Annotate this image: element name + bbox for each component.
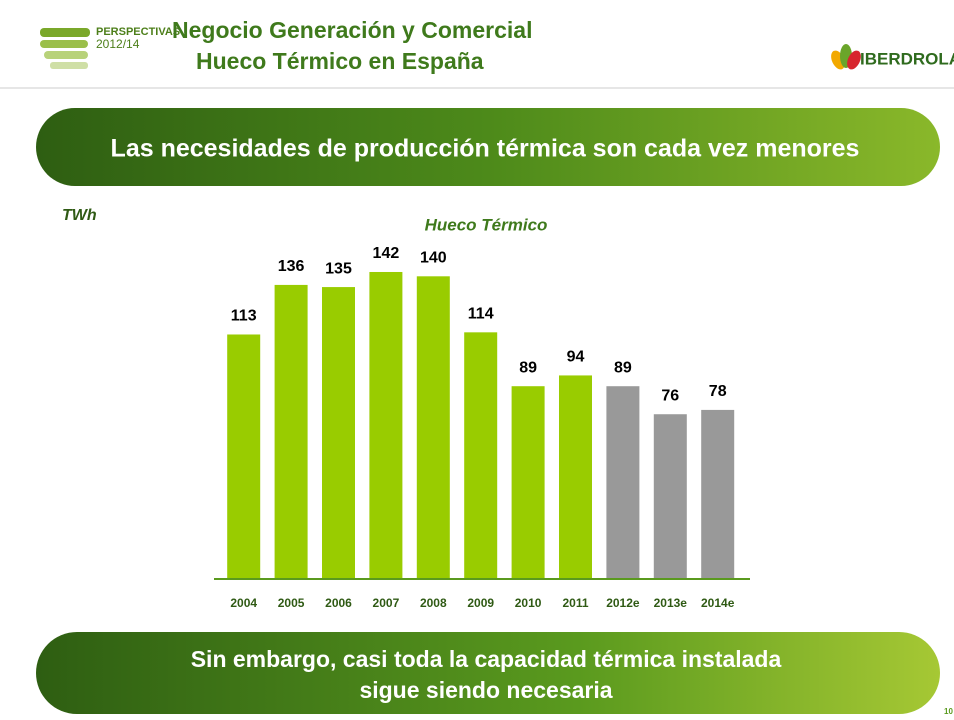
data-label: 89 bbox=[519, 359, 537, 376]
x-tick-label: 2006 bbox=[325, 596, 352, 610]
data-label: 140 bbox=[420, 250, 447, 267]
bar bbox=[369, 271, 403, 578]
data-label: 114 bbox=[468, 306, 494, 323]
x-tick-label: 2011 bbox=[562, 596, 588, 610]
data-label: 113 bbox=[231, 308, 257, 325]
page-number: 10 bbox=[944, 707, 953, 716]
data-label: 135 bbox=[325, 260, 352, 277]
x-tick-label: 2010 bbox=[515, 596, 542, 610]
header-subtitle: Hueco Térmico en España bbox=[196, 48, 484, 74]
logo-text: IBERDROLA bbox=[860, 49, 954, 68]
data-label: 142 bbox=[373, 245, 400, 262]
x-tick-label: 2013e bbox=[654, 596, 688, 610]
banner-bottom-line: Sin embargo, casi toda la capacidad térm… bbox=[191, 646, 782, 672]
unit-label: TWh bbox=[62, 207, 97, 224]
data-label: 89 bbox=[614, 359, 632, 376]
x-tick-label: 2005 bbox=[278, 596, 305, 610]
chart-title: Hueco Térmico bbox=[425, 215, 548, 234]
bar bbox=[464, 332, 498, 578]
logo-leaves bbox=[831, 44, 861, 70]
x-tick-label: 2009 bbox=[467, 596, 494, 610]
bar bbox=[227, 334, 261, 578]
bar bbox=[274, 284, 308, 578]
bar bbox=[511, 386, 545, 578]
data-label: 136 bbox=[278, 258, 305, 275]
header-title: Negocio Generación y Comercial bbox=[172, 17, 532, 43]
bar bbox=[416, 276, 450, 578]
data-label: 94 bbox=[567, 349, 585, 366]
bar bbox=[559, 375, 592, 578]
x-tick-label: 2008 bbox=[420, 596, 447, 610]
x-tick-label: 2014e bbox=[701, 596, 735, 610]
x-tick-label: 2012e bbox=[606, 596, 640, 610]
data-label: 78 bbox=[709, 383, 727, 400]
banner-bottom-line: sigue siendo necesaria bbox=[359, 677, 612, 703]
banner-bottom-bg bbox=[36, 632, 940, 714]
bar bbox=[653, 414, 687, 578]
brand-years: 2012/14 bbox=[96, 37, 140, 51]
banner-top-bg bbox=[36, 108, 940, 186]
bar bbox=[701, 409, 735, 578]
data-label: 76 bbox=[661, 387, 679, 404]
bar bbox=[322, 287, 355, 578]
banner-top: Las necesidades de producción térmica so… bbox=[111, 135, 860, 163]
brand-stripes bbox=[40, 28, 90, 69]
x-tick-label: 2004 bbox=[230, 596, 257, 610]
x-tick-label: 2007 bbox=[373, 596, 400, 610]
bar bbox=[606, 386, 640, 578]
brand-top: PERSPECTIVAS bbox=[96, 26, 180, 38]
